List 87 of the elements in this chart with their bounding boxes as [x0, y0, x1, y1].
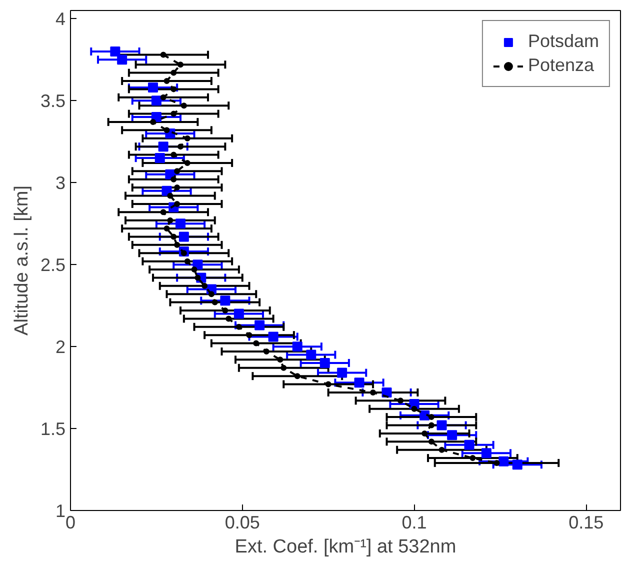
point [498, 456, 509, 466]
point [292, 342, 302, 352]
point [191, 266, 198, 273]
point [176, 218, 186, 229]
point [202, 282, 208, 289]
point [167, 217, 174, 224]
point [464, 440, 474, 450]
point [212, 299, 218, 306]
point [184, 135, 190, 142]
x-tick-label: 0 [65, 512, 76, 532]
point [184, 160, 190, 166]
point [253, 340, 260, 346]
y-tick-label: 3 [55, 173, 66, 194]
y-tick-label: 1 [55, 501, 66, 521]
point [398, 398, 404, 404]
point [110, 46, 120, 56]
x-tick-label: 0.1 [402, 512, 427, 532]
point [154, 153, 165, 164]
point [277, 356, 284, 363]
point [470, 455, 476, 462]
point [447, 430, 458, 440]
point [170, 234, 177, 240]
y-tick-label: 1.5 [40, 419, 66, 440]
point [151, 96, 162, 106]
point [174, 168, 180, 174]
y-axis-title: Altitude a.s.l. [km] [11, 186, 32, 336]
point [167, 192, 174, 199]
y-tick-label: 3.5 [40, 91, 66, 112]
point [160, 209, 166, 216]
point [236, 324, 242, 330]
y-tick-label: 2.5 [40, 255, 66, 276]
point [246, 332, 252, 338]
point [325, 381, 332, 388]
x-tick-label: 0.05 [224, 512, 260, 532]
point [428, 438, 434, 445]
point [226, 316, 232, 322]
point [222, 308, 228, 314]
y-tick-label: 2 [55, 337, 66, 358]
point [494, 460, 500, 466]
point [184, 258, 190, 264]
point [160, 94, 166, 100]
point [280, 364, 287, 371]
point [150, 118, 156, 125]
point [370, 389, 376, 396]
point [263, 348, 270, 354]
point [438, 446, 445, 453]
point [174, 242, 180, 248]
point [148, 82, 158, 93]
y-tick-label: 4 [55, 9, 66, 30]
point [337, 368, 348, 378]
point [164, 226, 170, 232]
point [208, 291, 214, 298]
point [220, 296, 230, 306]
point [428, 422, 434, 428]
x-axis-title: Ext. Coef. [km⁻¹] at 532nm [234, 536, 456, 558]
point [164, 78, 170, 84]
point [436, 420, 447, 430]
point [158, 142, 168, 152]
point [411, 406, 418, 412]
point [234, 308, 244, 319]
point [306, 350, 316, 360]
point [117, 54, 128, 65]
point [170, 70, 177, 76]
point [164, 127, 170, 134]
point [160, 52, 166, 58]
point [294, 373, 300, 380]
point [512, 460, 522, 470]
point [268, 332, 278, 342]
point [170, 86, 177, 92]
point [180, 102, 187, 109]
point [481, 448, 492, 458]
point [428, 414, 434, 420]
point [178, 232, 189, 242]
point [170, 176, 177, 182]
legend-label: Potsdam [528, 31, 599, 52]
point [178, 144, 184, 150]
point [178, 62, 184, 68]
point [170, 152, 177, 158]
point [422, 430, 428, 436]
point [354, 378, 364, 388]
x-tick-label: 0.15 [568, 512, 604, 532]
point [254, 320, 265, 330]
legend-label: Potenza [528, 55, 594, 76]
point [194, 274, 201, 281]
point [174, 184, 180, 191]
point [170, 110, 177, 117]
point [174, 200, 180, 207]
